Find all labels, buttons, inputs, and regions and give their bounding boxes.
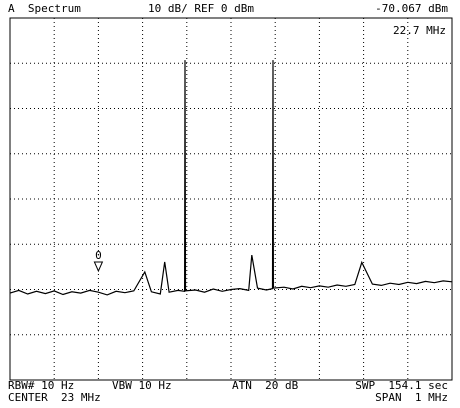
vbw: VBW 10 Hz: [112, 379, 172, 392]
marker-label: 0: [95, 249, 102, 262]
scale-label: 10 dB/ REF 0 dBm: [148, 2, 254, 15]
center: CENTER 23 MHz: [8, 391, 101, 404]
swp: SWP 154.1 sec: [355, 379, 448, 392]
span: SPAN 1 MHz: [375, 391, 448, 404]
rbw: RBW# 10 Hz: [8, 379, 74, 392]
trace: [9, 60, 453, 296]
channel-label: A Spectrum: [8, 2, 81, 15]
marker-freq: 22.7 MHz: [393, 24, 446, 37]
marker-level: -70.067 dBm: [375, 2, 448, 15]
marker: [93, 261, 104, 273]
atn: ATN 20 dB: [232, 379, 299, 392]
